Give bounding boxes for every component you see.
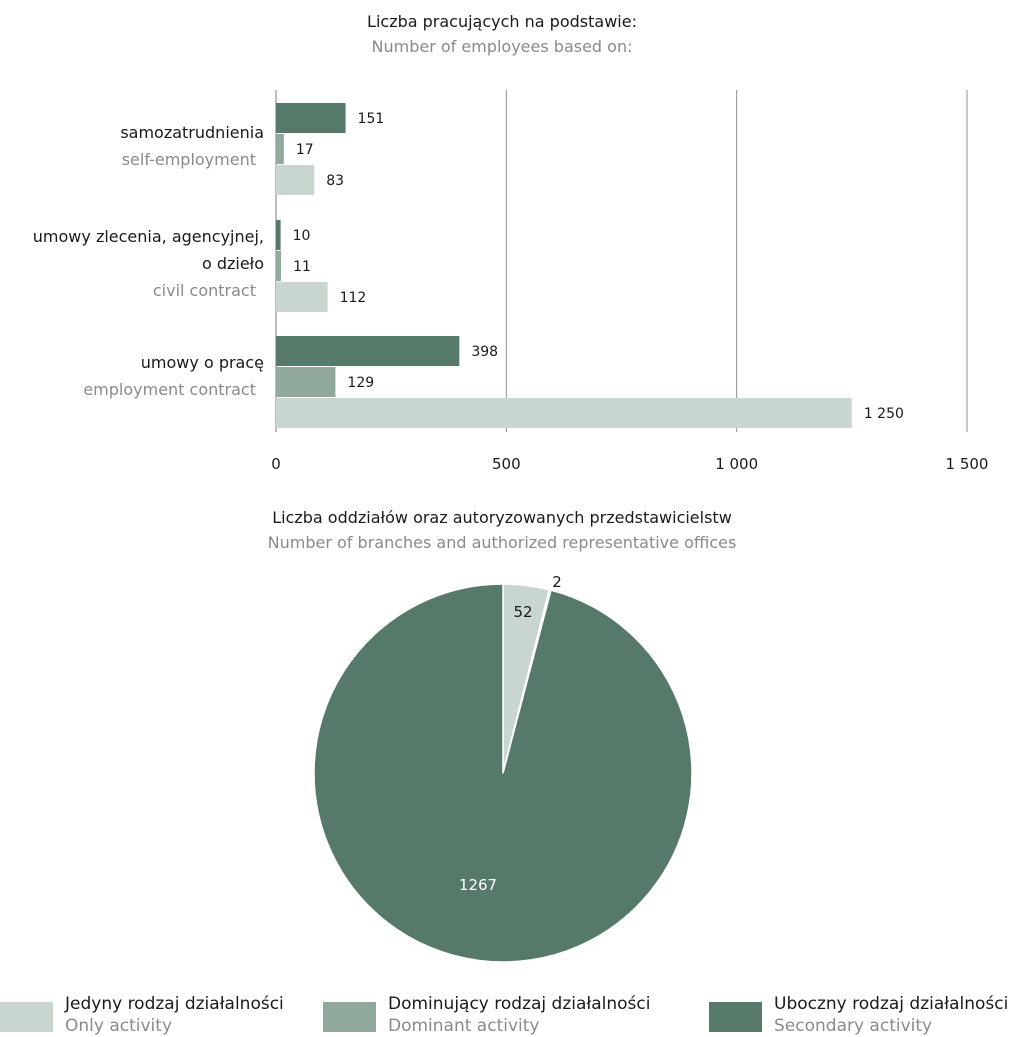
legend-label-pl: Dominujący rodzaj działalności	[388, 994, 650, 1014]
category-label-pl: umowy o pracę	[141, 353, 264, 372]
category-label-pl: samozatrudnienia	[120, 123, 264, 142]
legend-label-pl: Jedyny rodzaj działalności	[64, 994, 284, 1014]
pie-slice-label: 52	[513, 603, 532, 621]
bar-value-label: 151	[358, 111, 385, 127]
legend-label-en: Secondary activity	[774, 1016, 932, 1036]
category-label-en: employment contract	[83, 380, 256, 399]
pie-slice-label: 2	[552, 573, 562, 591]
bar-category-labels: samozatrudnienia self-employment umowy zle…	[33, 123, 264, 399]
legend-swatch	[709, 1002, 762, 1032]
pie-marks: 52 2 1267	[313, 573, 693, 963]
bar-value-label: 10	[293, 228, 311, 244]
bar-1-2	[276, 282, 328, 312]
bar-chart-subtitle: Number of employees based on:	[372, 37, 633, 56]
legend-swatch	[323, 1002, 376, 1032]
bar-0-2	[276, 165, 315, 195]
bar-1-1	[276, 251, 282, 281]
legend-label-pl: Uboczny rodzaj działalności	[774, 994, 1008, 1014]
bar-value-label: 398	[471, 344, 498, 360]
x-tick-label: 1 000	[715, 455, 758, 473]
bar-value-label: 17	[296, 142, 314, 158]
legend-label-en: Only activity	[65, 1016, 172, 1036]
legend-swatch	[0, 1002, 53, 1032]
pie-chart-title: Liczba oddziałów oraz autoryzowanych prz…	[272, 508, 732, 527]
pie-slice-label: 1267	[459, 876, 497, 894]
bar-chart-title: Liczba pracujących na podstawie:	[367, 12, 637, 31]
bar-grid	[275, 90, 968, 432]
bar-0-1	[276, 134, 284, 164]
x-tick-label: 0	[271, 455, 281, 473]
x-tick-label: 1 500	[946, 455, 989, 473]
bar-1-0	[276, 220, 281, 250]
bar-0-0	[276, 103, 346, 133]
bar-value-label: 112	[340, 290, 367, 306]
bar-2-0	[276, 336, 460, 366]
bar-value-label: 83	[326, 173, 344, 189]
category-label-en: self-employment	[122, 150, 256, 169]
bar-marks: 151 17 83 10 11 112 398 129 1 250	[276, 103, 904, 428]
bar-value-label: 129	[347, 375, 374, 391]
pie-slice-2	[313, 583, 693, 963]
bar-2-2	[276, 398, 852, 428]
x-tick-label: 500	[492, 455, 521, 473]
legend-label-en: Dominant activity	[388, 1016, 539, 1036]
bar-2-1	[276, 367, 336, 397]
bar-x-ticks: 0 500 1 000 1 500	[271, 455, 988, 473]
bar-value-label: 11	[293, 259, 311, 275]
category-label-pl: umowy zlecenia, agencyjnej,	[33, 227, 264, 246]
pie-chart-subtitle: Number of branches and authorized repres…	[268, 533, 737, 552]
category-label-pl: o dzieło	[202, 254, 264, 273]
bar-value-label: 1 250	[864, 406, 904, 422]
category-label-en: civil contract	[153, 281, 256, 300]
